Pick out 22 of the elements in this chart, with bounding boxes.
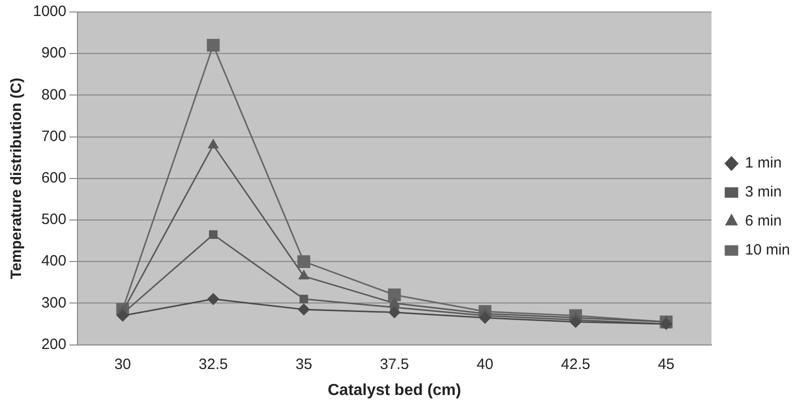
x-tick-label: 42.5 <box>560 356 590 373</box>
x-tick-label: 35 <box>295 356 312 373</box>
x-tick-label: 32.5 <box>198 356 228 373</box>
y-tick-label: 800 <box>41 86 66 104</box>
y-tick-label: 600 <box>41 170 66 187</box>
x-tick-label: 45 <box>658 356 675 373</box>
x-tick-label: 30 <box>114 356 132 373</box>
y-tick-label: 400 <box>41 252 66 270</box>
legend-label: 6 min <box>744 212 782 230</box>
y-tick-label: 300 <box>41 294 66 312</box>
y-tick-label: 1000 <box>32 3 66 20</box>
y-tick-label: 900 <box>41 44 66 62</box>
legend-label: 10 min <box>744 242 790 259</box>
legend-label: 1 min <box>744 154 782 172</box>
x-tick-label: 37.5 <box>380 356 410 373</box>
y-tick-label: 500 <box>41 211 66 228</box>
x-axis-title: Catalyst bed (cm) <box>328 382 462 399</box>
y-axis-title: Temperature distribution (C) <box>8 78 26 280</box>
y-tick-label: 700 <box>41 128 66 145</box>
y-tick-label: 200 <box>41 336 66 353</box>
x-tick-label: 40 <box>476 356 494 373</box>
legend-label: 3 min <box>744 184 782 201</box>
